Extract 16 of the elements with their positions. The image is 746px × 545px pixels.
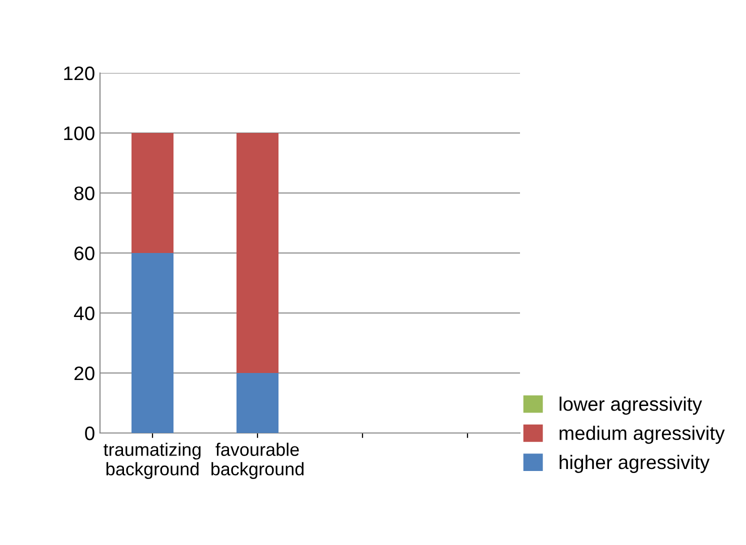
y-tick-label: 120: [64, 66, 94, 80]
y-tick-label: 100: [64, 126, 94, 140]
x-tick-label: traumatizing background: [104, 442, 201, 479]
bar: [132, 253, 174, 433]
y-tick-label: 40: [74, 306, 94, 320]
x-tick-label: favourable background: [211, 442, 304, 479]
legend-label: medium agressivity: [560, 426, 725, 444]
bar: [132, 133, 174, 253]
y-tick-label: 0: [85, 426, 94, 440]
y-tick-label: 80: [74, 186, 94, 200]
bar: [236, 373, 278, 433]
legend-label: lower agressivity: [560, 396, 702, 415]
legend-label: higher agressivity: [560, 454, 710, 473]
bar: [236, 133, 278, 373]
y-tick-label: 60: [74, 246, 94, 260]
y-tick-label: 20: [74, 366, 94, 380]
